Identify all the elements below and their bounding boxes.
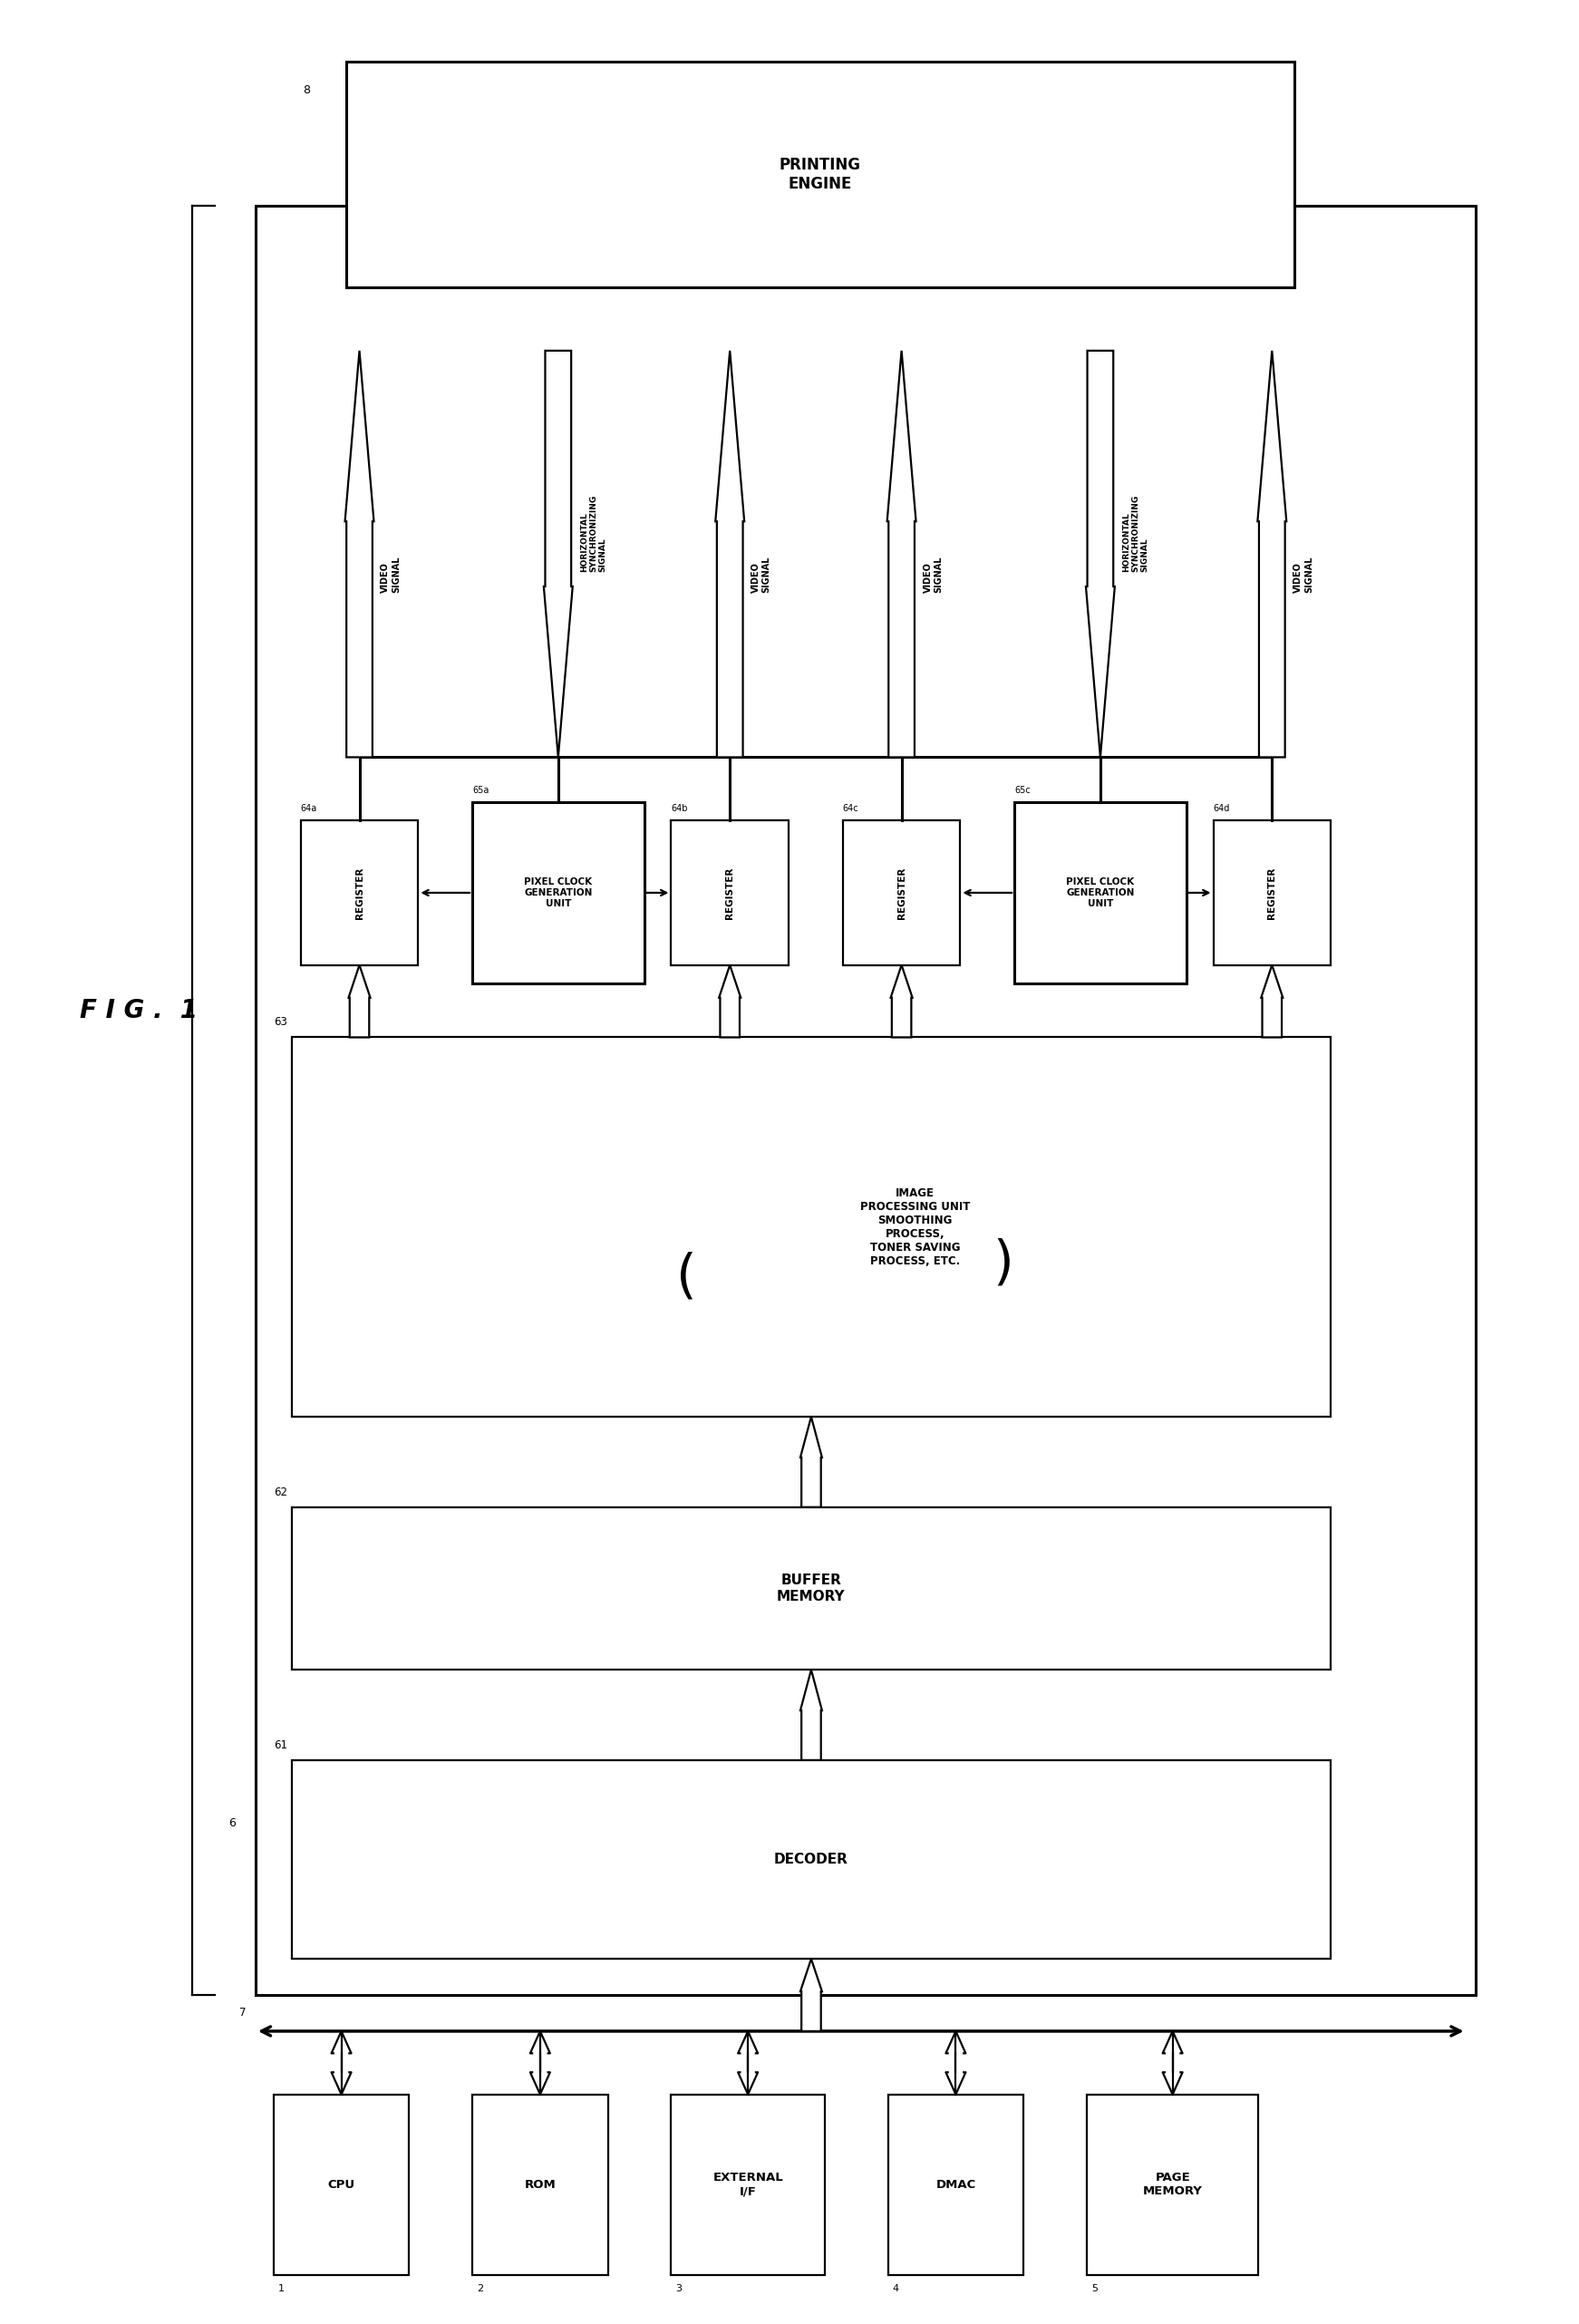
Text: VIDEO
SIGNAL: VIDEO SIGNAL bbox=[924, 555, 943, 593]
Text: VIDEO
SIGNAL: VIDEO SIGNAL bbox=[1293, 555, 1314, 593]
Text: 64d: 64d bbox=[1213, 804, 1230, 813]
Bar bbox=[671, 820, 788, 964]
Polygon shape bbox=[715, 351, 744, 758]
Text: VIDEO
SIGNAL: VIDEO SIGNAL bbox=[752, 555, 771, 593]
Text: REGISTER: REGISTER bbox=[355, 867, 363, 918]
Text: VIDEO
SIGNAL: VIDEO SIGNAL bbox=[381, 555, 401, 593]
Text: 3: 3 bbox=[676, 2284, 682, 2294]
Bar bbox=[292, 1759, 1331, 1959]
Text: 7: 7 bbox=[240, 2008, 246, 2020]
Bar bbox=[472, 802, 644, 983]
Bar bbox=[292, 1037, 1331, 1418]
Text: 61: 61 bbox=[273, 1738, 287, 1750]
Bar bbox=[472, 2094, 608, 2275]
Polygon shape bbox=[891, 964, 913, 1037]
Text: PRINTING
ENGINE: PRINTING ENGINE bbox=[780, 158, 861, 193]
Polygon shape bbox=[344, 351, 374, 758]
Text: 2: 2 bbox=[477, 2284, 483, 2294]
Text: 6: 6 bbox=[229, 1817, 235, 1829]
Polygon shape bbox=[1257, 351, 1287, 758]
Text: PAGE
MEMORY: PAGE MEMORY bbox=[1143, 2173, 1203, 2199]
Bar bbox=[1086, 2094, 1258, 2275]
Bar bbox=[887, 2094, 1023, 2275]
Text: ): ) bbox=[993, 1236, 1014, 1290]
Text: 62: 62 bbox=[273, 1487, 287, 1499]
Polygon shape bbox=[801, 1418, 823, 1508]
Text: 64c: 64c bbox=[843, 804, 859, 813]
Text: REGISTER: REGISTER bbox=[1268, 867, 1276, 918]
Bar bbox=[273, 2094, 409, 2275]
Polygon shape bbox=[801, 1959, 823, 2031]
Text: 5: 5 bbox=[1091, 2284, 1097, 2294]
Text: 64a: 64a bbox=[300, 804, 317, 813]
Text: PIXEL CLOCK
GENERATION
UNIT: PIXEL CLOCK GENERATION UNIT bbox=[1066, 878, 1134, 909]
Bar bbox=[1213, 820, 1331, 964]
Bar bbox=[843, 820, 960, 964]
Text: EXTERNAL
I/F: EXTERNAL I/F bbox=[712, 2173, 783, 2199]
Text: 65a: 65a bbox=[472, 786, 489, 795]
Bar bbox=[300, 820, 418, 964]
Text: 64b: 64b bbox=[671, 804, 688, 813]
Text: 8: 8 bbox=[303, 84, 309, 95]
Text: CPU: CPU bbox=[328, 2180, 355, 2192]
Text: DMAC: DMAC bbox=[936, 2180, 976, 2192]
Text: HORIZONTAL
SYNCHRONIZING
SIGNAL: HORIZONTAL SYNCHRONIZING SIGNAL bbox=[1123, 495, 1150, 572]
Text: F I G .  1: F I G . 1 bbox=[79, 997, 197, 1023]
Text: REGISTER: REGISTER bbox=[897, 867, 906, 918]
Text: PIXEL CLOCK
GENERATION
UNIT: PIXEL CLOCK GENERATION UNIT bbox=[524, 878, 592, 909]
Polygon shape bbox=[349, 964, 369, 1037]
Bar bbox=[1014, 802, 1186, 983]
Text: HORIZONTAL
SYNCHRONIZING
SIGNAL: HORIZONTAL SYNCHRONIZING SIGNAL bbox=[579, 495, 606, 572]
Text: ROM: ROM bbox=[524, 2180, 556, 2192]
Polygon shape bbox=[1086, 351, 1115, 758]
Text: DECODER: DECODER bbox=[774, 1852, 848, 1866]
Text: IMAGE
PROCESSING UNIT
SMOOTHING
PROCESS,
TONER SAVING
PROCESS, ETC.: IMAGE PROCESSING UNIT SMOOTHING PROCESS,… bbox=[861, 1188, 970, 1267]
Bar bbox=[292, 1508, 1331, 1669]
Text: BUFFER
MEMORY: BUFFER MEMORY bbox=[777, 1573, 845, 1604]
Text: (: ( bbox=[676, 1250, 696, 1301]
Bar bbox=[671, 2094, 824, 2275]
Text: 63: 63 bbox=[273, 1016, 287, 1027]
Polygon shape bbox=[543, 351, 573, 758]
Text: REGISTER: REGISTER bbox=[725, 867, 734, 918]
Text: 1: 1 bbox=[278, 2284, 284, 2294]
Polygon shape bbox=[801, 1669, 823, 1759]
Text: 65c: 65c bbox=[1014, 786, 1031, 795]
Polygon shape bbox=[887, 351, 916, 758]
Bar bbox=[256, 207, 1475, 1994]
Text: 4: 4 bbox=[892, 2284, 898, 2294]
Polygon shape bbox=[718, 964, 741, 1037]
Polygon shape bbox=[1262, 964, 1282, 1037]
Bar bbox=[346, 60, 1295, 288]
